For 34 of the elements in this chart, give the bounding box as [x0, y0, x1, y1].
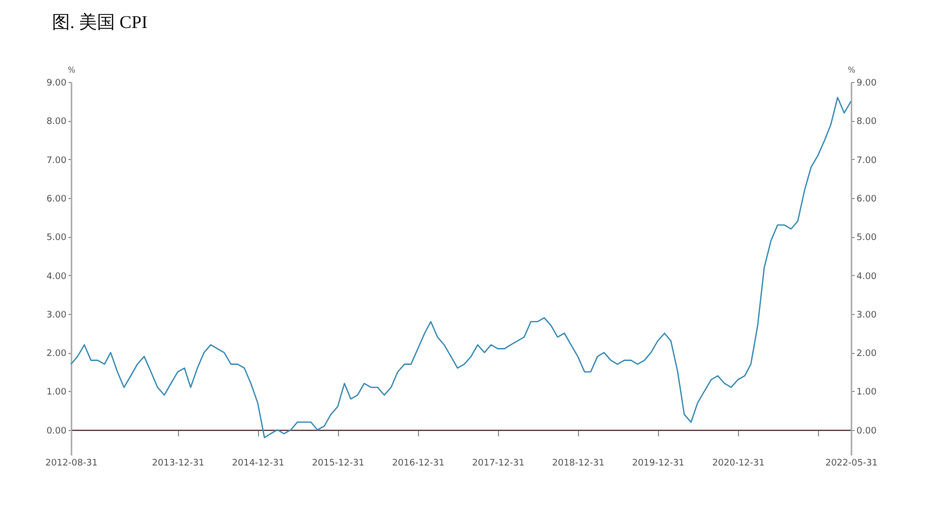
y-tick-label: 0.00 — [46, 426, 67, 436]
y-tick-label: 2.00 — [46, 349, 67, 360]
y2-tick-label: 7.00 — [856, 156, 877, 166]
y2-tick-label: 2.00 — [856, 349, 877, 360]
x-tick-label: 2015-12-31 — [312, 458, 364, 468]
y2-tick-label: 5.00 — [856, 233, 877, 244]
x-tick-label: 2013-12-31 — [152, 458, 204, 468]
x-tick-label: 2018-12-31 — [552, 458, 604, 468]
y2-tick-label: 4.00 — [856, 272, 877, 282]
y2-tick-label: 6.00 — [856, 194, 877, 204]
x-tick-label: 2019-12-31 — [632, 458, 684, 468]
x-tick-label: 2020-12-31 — [712, 458, 765, 468]
y2-tick-label: 0.00 — [856, 426, 877, 436]
y2-tick-label: 1.00 — [856, 388, 877, 398]
y2-axis-title: % — [848, 66, 856, 74]
y2-tick-label: 3.00 — [856, 310, 877, 320]
y-tick-label: 1.00 — [46, 388, 67, 398]
x-tick-label: 2022-05-31 — [825, 458, 878, 468]
y-tick-label: 5.00 — [46, 233, 67, 244]
y-tick-label: 3.00 — [46, 310, 67, 320]
y-tick-label: 9.00 — [46, 78, 67, 88]
y-tick-label: 7.00 — [46, 156, 67, 166]
x-tick-label: 2014-12-31 — [232, 458, 284, 468]
y2-tick-label: 8.00 — [856, 117, 877, 128]
y-axis-title: % — [68, 66, 76, 74]
y2-tick-label: 9.00 — [856, 78, 877, 88]
x-tick-label: 2016-12-31 — [392, 458, 444, 468]
y-tick-label: 8.00 — [46, 117, 67, 128]
line-series — [70, 96, 852, 438]
x-tick-label: 2012-08-31 — [45, 458, 98, 468]
y-tick-label: 4.00 — [46, 272, 67, 282]
chart-title: 图. 美国 CPI — [52, 12, 148, 32]
y-tick-label: 6.00 — [46, 194, 67, 204]
x-tick-label: 2017-12-31 — [472, 458, 524, 468]
